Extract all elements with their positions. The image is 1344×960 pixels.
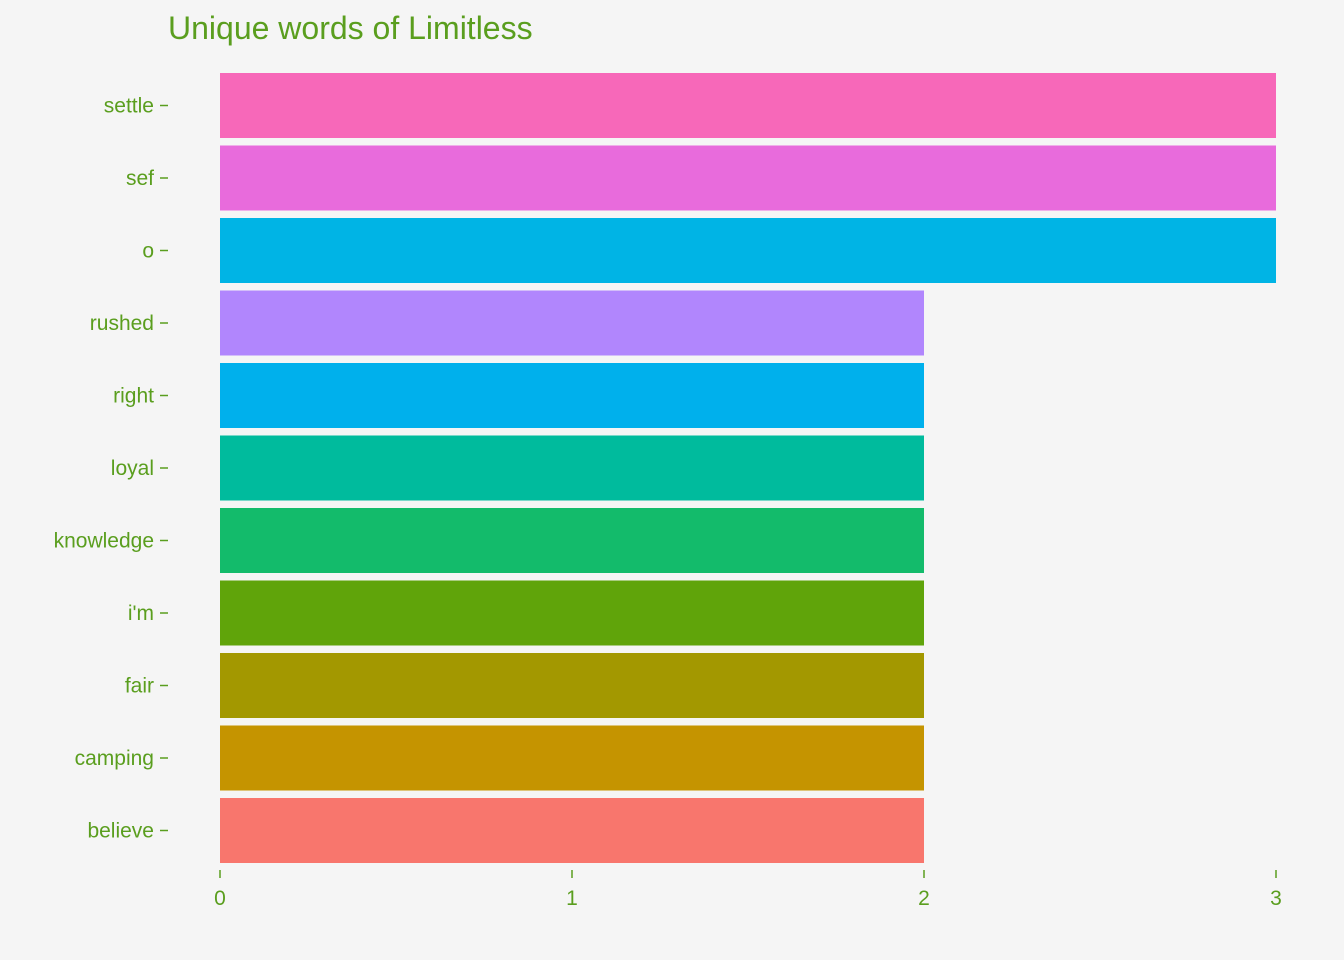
- y-tick-label: rushed: [90, 312, 154, 335]
- y-tick-label: settle: [104, 95, 154, 118]
- y-tick-label: o: [142, 240, 154, 263]
- y-tick-label: loyal: [111, 457, 154, 480]
- y-tick-label: sef: [126, 167, 154, 190]
- y-tick-label: right: [113, 385, 154, 408]
- x-tick-label: 3: [1270, 887, 1282, 910]
- bar-fair: [220, 653, 924, 718]
- x-tick-label: 2: [918, 887, 930, 910]
- chart-title: Unique words of Limitless: [168, 10, 533, 46]
- x-tick-label: 0: [214, 887, 226, 910]
- x-tick-label: 1: [566, 887, 578, 910]
- bar-loyal: [220, 435, 924, 501]
- y-tick-label: camping: [75, 747, 154, 770]
- bar-o: [220, 218, 1276, 283]
- bar-sef: [220, 145, 1276, 211]
- y-tick-label: i'm: [128, 602, 154, 625]
- y-tick-label: believe: [87, 820, 154, 843]
- bar-settle: [220, 73, 1276, 138]
- y-tick-label: knowledge: [54, 530, 154, 553]
- bar-right: [220, 363, 924, 428]
- bar-believe: [220, 798, 924, 863]
- bar-rushed: [220, 290, 924, 356]
- bar-im: [220, 580, 924, 646]
- bar-camping: [220, 725, 924, 791]
- y-tick-label: fair: [125, 675, 154, 698]
- bar-knowledge: [220, 508, 924, 573]
